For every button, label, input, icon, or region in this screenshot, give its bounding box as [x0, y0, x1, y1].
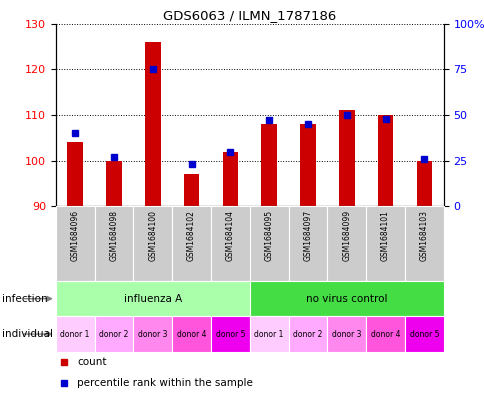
Text: GSM1684100: GSM1684100	[148, 210, 157, 261]
Bar	[56, 281, 249, 316]
Bar	[145, 42, 160, 206]
Text: GSM1684102: GSM1684102	[187, 210, 196, 261]
Text: donor 5: donor 5	[215, 330, 244, 338]
Text: GSM1684096: GSM1684096	[71, 210, 79, 261]
Text: GSM1684101: GSM1684101	[380, 210, 389, 261]
Bar	[172, 316, 211, 352]
Text: GSM1684095: GSM1684095	[264, 210, 273, 261]
Bar	[172, 206, 211, 281]
Bar	[404, 206, 443, 281]
Bar	[133, 206, 172, 281]
Text: donor 2: donor 2	[293, 330, 322, 338]
Text: individual: individual	[2, 329, 53, 339]
Text: GSM1684098: GSM1684098	[109, 210, 118, 261]
Text: donor 2: donor 2	[99, 330, 128, 338]
Text: influenza A: influenza A	[123, 294, 182, 304]
Bar	[261, 124, 276, 206]
Bar	[67, 142, 83, 206]
Bar	[338, 110, 354, 206]
Bar	[56, 206, 94, 281]
Text: GSM1684104: GSM1684104	[226, 210, 234, 261]
Bar	[249, 316, 288, 352]
Text: donor 1: donor 1	[60, 330, 90, 338]
Text: no virus control: no virus control	[305, 294, 387, 304]
Text: donor 3: donor 3	[332, 330, 361, 338]
Title: GDS6063 / ILMN_1787186: GDS6063 / ILMN_1787186	[163, 9, 336, 22]
Bar	[106, 161, 121, 206]
Bar	[249, 206, 288, 281]
Bar	[222, 151, 238, 206]
Bar	[327, 316, 365, 352]
Text: GSM1684097: GSM1684097	[303, 210, 312, 261]
Bar	[94, 206, 133, 281]
Text: GSM1684099: GSM1684099	[342, 210, 350, 261]
Bar	[288, 206, 327, 281]
Bar	[183, 174, 199, 206]
Text: donor 4: donor 4	[177, 330, 206, 338]
Bar	[300, 124, 315, 206]
Text: donor 3: donor 3	[138, 330, 167, 338]
Bar	[365, 316, 404, 352]
Bar	[94, 316, 133, 352]
Bar	[211, 316, 249, 352]
Bar	[327, 206, 365, 281]
Text: GSM1684103: GSM1684103	[419, 210, 428, 261]
Bar	[211, 206, 249, 281]
Bar	[133, 316, 172, 352]
Bar	[365, 206, 404, 281]
Text: count: count	[77, 357, 106, 367]
Bar	[404, 316, 443, 352]
Bar	[416, 161, 431, 206]
Text: infection: infection	[2, 294, 48, 304]
Bar	[377, 115, 393, 206]
Bar	[288, 316, 327, 352]
Bar	[249, 281, 443, 316]
Text: donor 1: donor 1	[254, 330, 283, 338]
Bar	[56, 316, 94, 352]
Text: donor 5: donor 5	[409, 330, 438, 338]
Text: donor 4: donor 4	[370, 330, 399, 338]
Text: percentile rank within the sample: percentile rank within the sample	[77, 378, 253, 387]
